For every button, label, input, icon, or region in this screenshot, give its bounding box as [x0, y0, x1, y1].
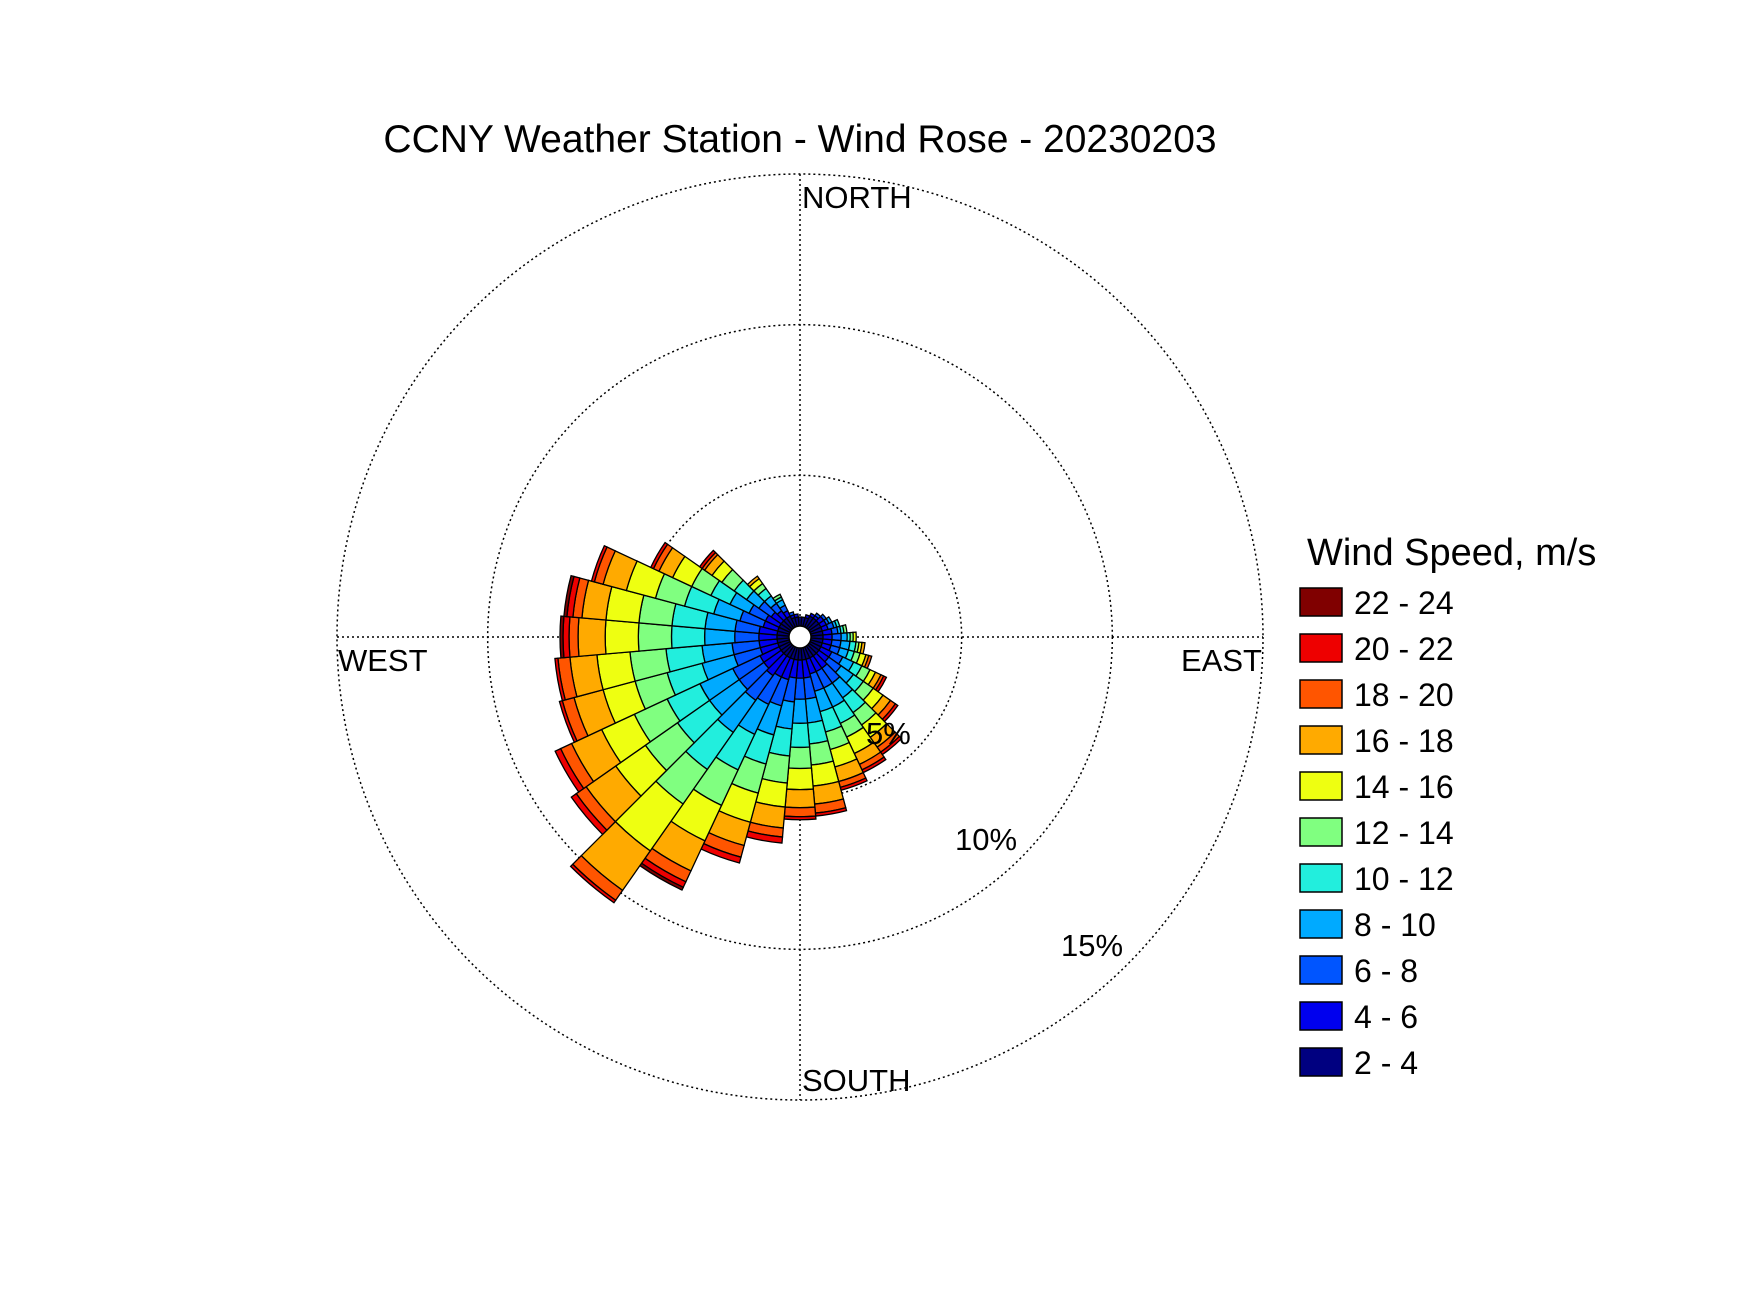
legend-label-20-22: 20 - 22	[1354, 631, 1454, 667]
bar-segment-dir270-10-12	[670, 625, 706, 649]
bar-segment-dir270-14-16	[604, 619, 640, 655]
legend-label-18-20: 18 - 20	[1354, 677, 1454, 713]
legend-label-22-24: 22 - 24	[1354, 585, 1454, 621]
bar-segment-dir240-20-22	[554, 747, 585, 793]
legend-swatch-2-4	[1299, 1047, 1343, 1077]
bar-segment-dir330-12-14	[772, 593, 783, 602]
legend-label-4-6: 4 - 6	[1354, 999, 1418, 1035]
legend: Wind Speed, m/s 22 - 24 20 - 22 18 - 20 16 …	[1299, 532, 1596, 1081]
ring-label-15: 15%	[1061, 928, 1123, 963]
bar-segment-dir220-20-22	[569, 863, 617, 904]
bar-segment-dir260-20-22	[554, 657, 567, 702]
legend-swatch-12-14	[1299, 817, 1343, 847]
bar-segment-dir270-16-18	[577, 616, 607, 658]
grid-ring-15	[336, 173, 1264, 1101]
bar-segment-dir80-12-14	[841, 623, 848, 634]
direction-label-north: NORTH	[802, 180, 912, 215]
legend-label-8-10: 8 - 10	[1354, 907, 1436, 943]
ring-label-10: 10%	[955, 822, 1017, 857]
polar-grid	[336, 173, 1264, 1101]
legend-swatch-6-8	[1299, 955, 1343, 985]
legend-label-16-18: 16 - 18	[1354, 723, 1454, 759]
bar-segment-dir180-12-14	[787, 746, 813, 770]
legend-swatch-10-12	[1299, 863, 1343, 893]
bar-segment-dir320-16-18	[746, 575, 761, 588]
direction-label-east: EAST	[1181, 643, 1262, 678]
bar-segment-dir270-12-14	[637, 622, 673, 652]
bar-segment-dir180-14-16	[785, 767, 815, 791]
bar-segment-dir230-20-22	[570, 792, 608, 836]
bar-segment-dir270-22-24	[559, 615, 565, 659]
legend-swatch-14-16	[1299, 771, 1343, 801]
bar-segment-dir250-20-22	[558, 699, 578, 744]
legend-title: Wind Speed, m/s	[1307, 532, 1596, 574]
legend-label-12-14: 12 - 14	[1354, 815, 1454, 851]
legend-swatch-18-20	[1299, 679, 1343, 709]
bar-segment-dir280-22-24	[563, 574, 575, 618]
bar-segment-dir180-16-18	[784, 788, 816, 809]
bar-segment-dir90-14-16	[852, 631, 857, 643]
wind-rose-bars	[554, 541, 903, 904]
ring-label-5: 5%	[866, 716, 911, 751]
legend-swatch-4-6	[1299, 1001, 1343, 1031]
bar-segment-dir180-18-20	[783, 806, 817, 818]
legend-label-10-12: 10 - 12	[1354, 861, 1454, 897]
legend-swatch-16-18	[1299, 725, 1343, 755]
legend-swatch-22-24	[1299, 587, 1343, 617]
legend-swatch-20-22	[1299, 633, 1343, 663]
bar-segment-dir180-10-12	[789, 722, 811, 749]
legend-label-14-16: 14 - 16	[1354, 769, 1454, 805]
chart-title: CCNY Weather Station - Wind Rose - 20230…	[383, 118, 1216, 161]
bar-segment-dir300-20-22	[649, 541, 669, 570]
bar-segment-dir90-8-10	[840, 632, 848, 642]
bar-segment-dir310-20-22	[698, 549, 717, 570]
center-hole	[788, 625, 812, 649]
grid-ring-10	[486, 323, 1114, 951]
legend-label-2-4: 2 - 4	[1354, 1045, 1418, 1081]
legend-swatch-8-10	[1299, 909, 1343, 939]
bar-segment-dir340-6-8	[788, 611, 795, 617]
legend-label-6-8: 6 - 8	[1354, 953, 1418, 989]
bar-segment-dir270-18-20	[568, 616, 580, 658]
grid-ring-5	[637, 474, 963, 800]
bar-segment-dir290-20-22	[590, 544, 608, 583]
bar-segment-dir350-4-6	[793, 613, 799, 619]
direction-label-south: SOUTH	[802, 1063, 911, 1098]
bar-segment-dir180-20-22	[783, 815, 817, 821]
direction-label-west: WEST	[338, 643, 428, 678]
legend-items: 22 - 24 20 - 22 18 - 20 16 - 18 14 - 16 12 - …	[1299, 585, 1454, 1081]
